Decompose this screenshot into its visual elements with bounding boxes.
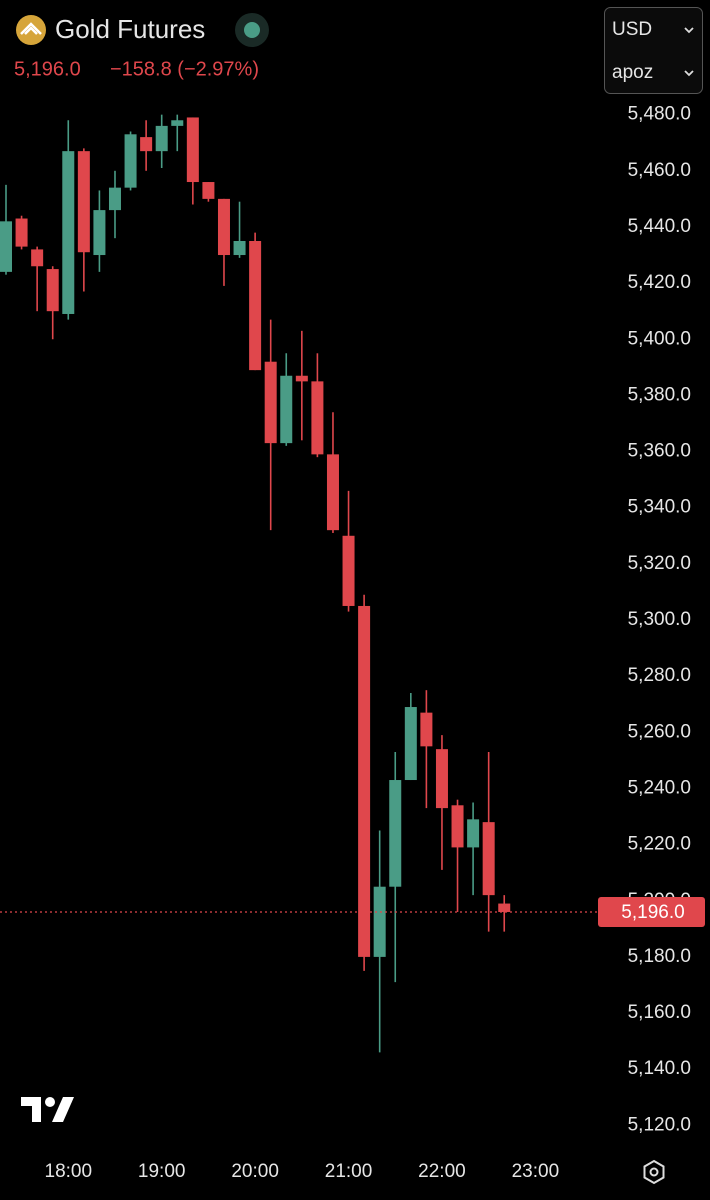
y-tick-label: 5,180.0 [628,946,691,967]
candle-body [77,151,90,253]
x-tick-label: 22:00 [418,1161,466,1182]
candle-body [202,182,215,199]
candle-body [467,819,480,848]
market-status-dot [244,22,260,38]
candle-body [498,903,511,912]
symbol-logo [16,15,46,45]
candle-body [358,605,371,957]
y-tick-label: 5,120.0 [628,1114,691,1135]
y-tick-label: 5,480.0 [628,104,691,125]
candle-body [451,805,464,848]
y-tick-label: 5,220.0 [628,834,691,855]
candle-body [342,535,355,606]
tv-logo [45,1097,55,1107]
x-tick-label: 18:00 [45,1161,93,1182]
candle-body [155,125,168,152]
y-tick-label: 5,280.0 [628,665,691,686]
x-tick-label: 23:00 [512,1161,560,1182]
y-tick-label: 5,440.0 [628,216,691,237]
candle-body [420,712,433,747]
candle-body [435,749,448,809]
overlay: 5,196.0 [0,896,705,927]
y-tick-label: 5,240.0 [628,777,691,798]
candle-body [264,361,277,444]
candle-body [186,117,199,183]
y-tick-label: 5,360.0 [628,441,691,462]
chevron [684,27,694,34]
dropdown-panel [604,7,703,94]
account-select[interactable]: apoz [612,62,653,83]
candle-body [15,218,28,247]
candle-body [0,221,12,272]
tv-logo [21,1097,41,1122]
candle-body [140,137,153,152]
candle-body [124,134,137,188]
y-tick-label: 5,400.0 [628,328,691,349]
y-tick-label: 5,160.0 [628,1002,691,1023]
candle-body [217,198,230,256]
candle-body [373,886,386,957]
candle-body [233,240,246,256]
candle-body [326,454,339,531]
y-tick-label: 5,460.0 [628,160,691,181]
candle-body [295,375,308,382]
candle-body [249,240,262,371]
price-change: −158.8 (−2.97%) [110,58,259,80]
y-tick-label: 5,260.0 [628,721,691,742]
last-price-label: 5,196.0 [621,902,684,923]
settings-button[interactable] [643,1159,665,1185]
candle-body [93,210,106,256]
y-tick-label: 5,300.0 [628,609,691,630]
candle-body [46,269,59,312]
x-tick-label: 20:00 [231,1161,279,1182]
currency-select[interactable]: USD [612,19,652,40]
price-axis: 5,120.05,140.05,160.05,180.05,200.05,220… [45,104,691,1182]
candles [0,114,511,1053]
y-tick-label: 5,340.0 [628,497,691,518]
last-price-tag [598,896,705,927]
y-tick-label: 5,320.0 [628,553,691,574]
symbol-logo-mark [20,22,42,35]
y-tick-label: 5,380.0 [628,384,691,405]
candle-body [389,780,402,887]
y-tick-label: 5,140.0 [628,1058,691,1079]
candle-body [31,249,44,267]
candle-body [482,822,495,896]
candle-body [108,187,121,211]
candle-body [171,120,184,126]
chevron [684,70,694,77]
x-tick-label: 19:00 [138,1161,186,1182]
candle-body [62,151,75,314]
candle-body [280,375,293,444]
y-tick-label: 5,420.0 [628,272,691,293]
symbol-title[interactable]: Gold Futures [55,14,205,44]
last-price-header: 5,196.0 [14,58,81,80]
x-tick-label: 21:00 [325,1161,373,1182]
tv-logo [52,1097,74,1122]
settings-icon [649,1167,659,1177]
candle-body [311,381,324,455]
candle-body [404,707,417,781]
